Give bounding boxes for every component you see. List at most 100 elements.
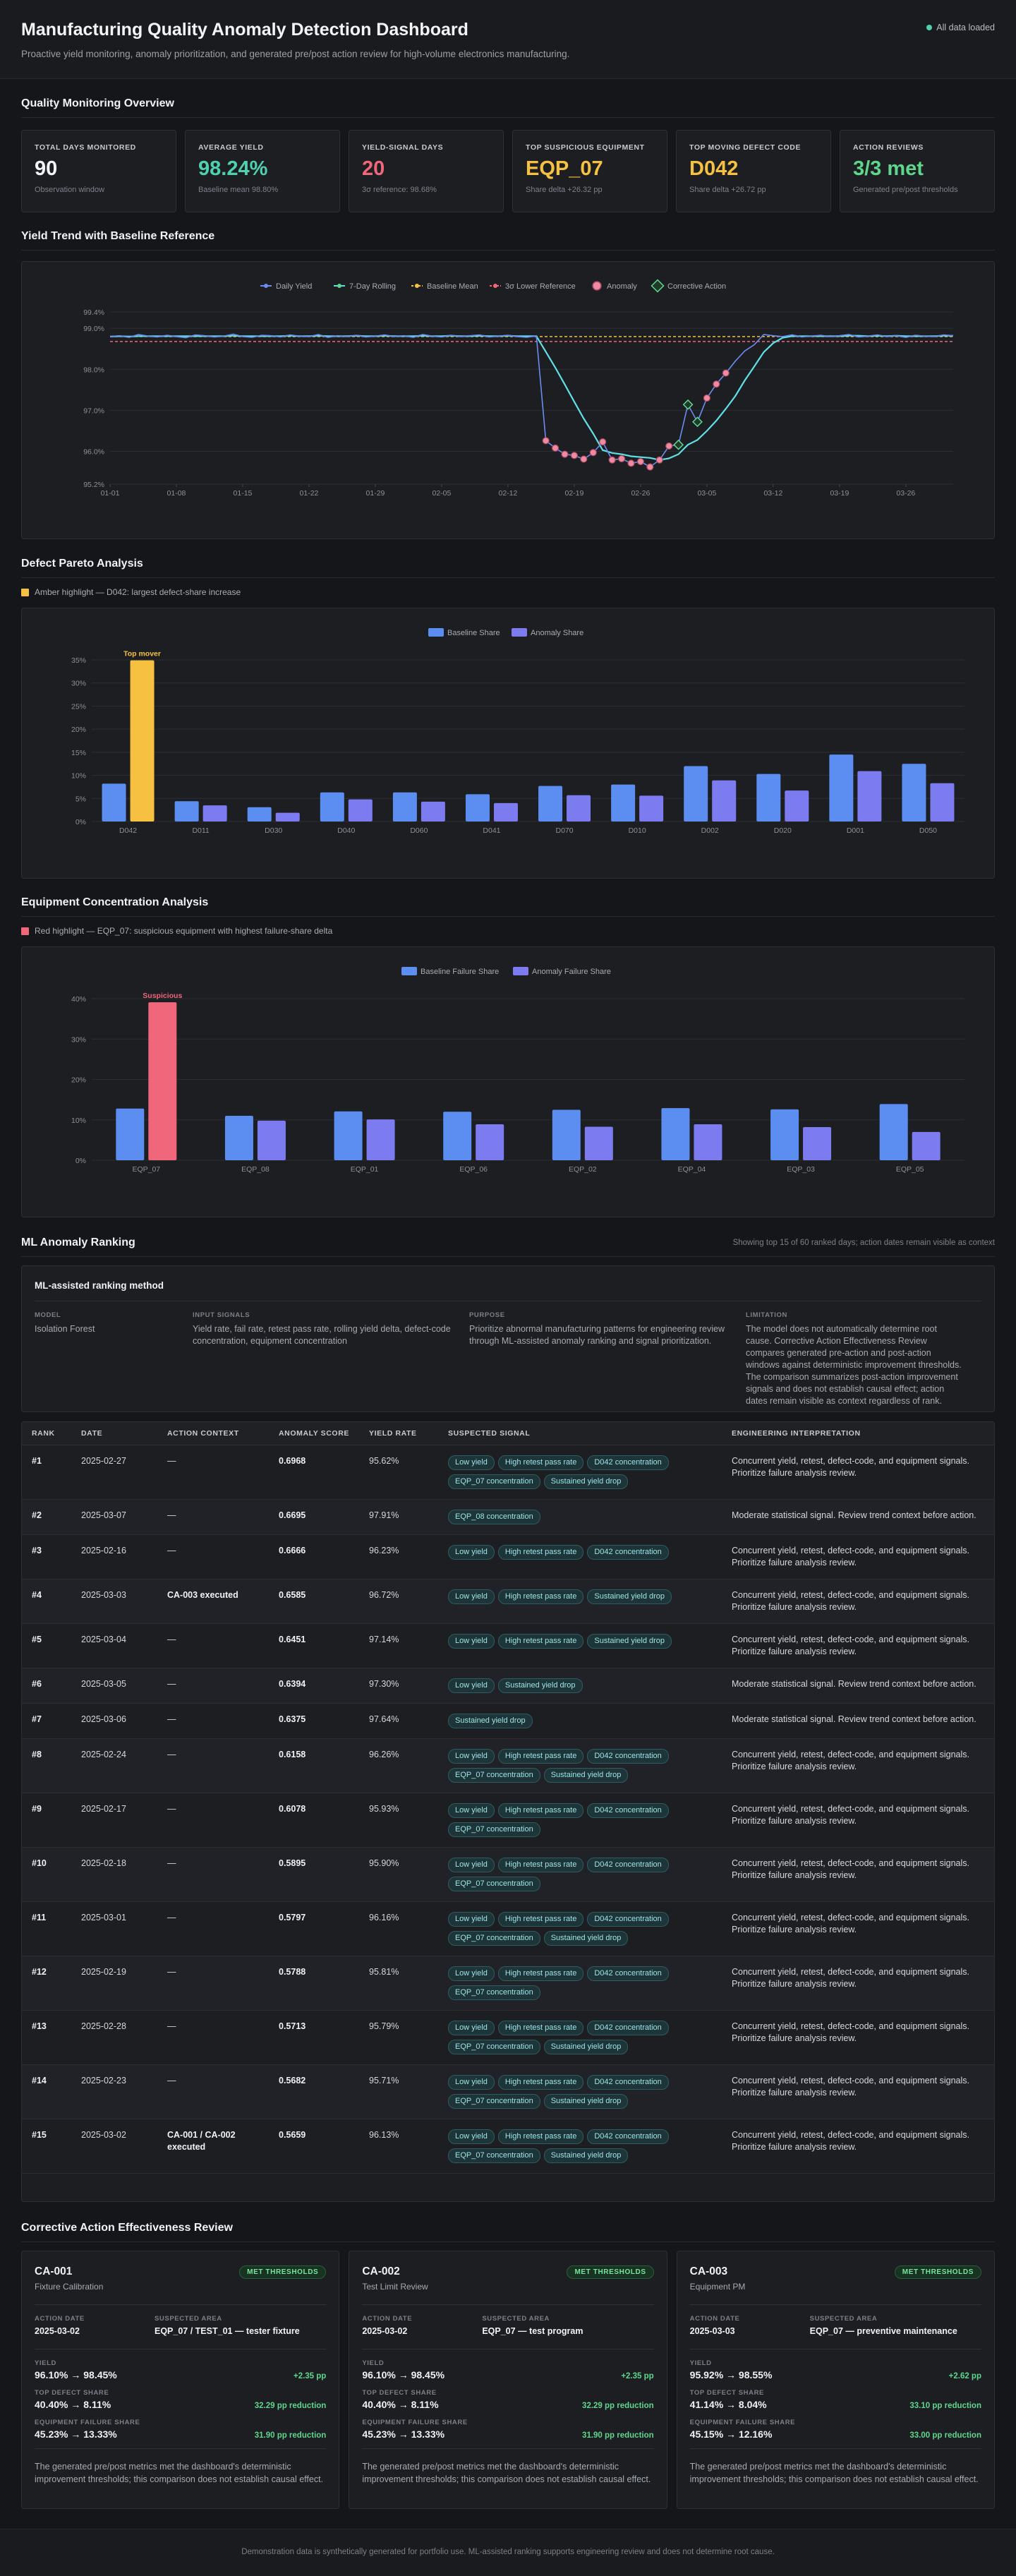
table-row[interactable]: #2 2025-03-07 — 0.6695 97.91% EQP_08 concentr… (22, 1499, 994, 1535)
anomaly-point (542, 437, 550, 445)
rank-cell: #1 (22, 1445, 71, 1500)
interpretation-cell: Concurrent yield, retest, defect-code, a… (722, 1445, 994, 1500)
action-context-text: — (167, 1966, 176, 1977)
interpretation-cell: Moderate statistical signal. Review tren… (722, 1668, 994, 1704)
anomaly-point (665, 442, 673, 450)
kpi-card: Action Reviews 3/3 met Generated pre/post … (840, 130, 995, 212)
signal-chip: Sustained yield drop (587, 1589, 672, 1604)
method-grid: Model Isolation Forest Input Signals Yield … (35, 1311, 981, 1407)
table-row[interactable]: #5 2025-03-04—0.6451 97.14% Low yield High r… (22, 1623, 994, 1668)
action-context-cell: — (157, 1738, 269, 1793)
anomaly-point (599, 438, 607, 446)
suspected-area-block: Suspected Area EQP_07 / TEST_01 — tester … (155, 2315, 326, 2336)
method-col-value: The model does not automatically determi… (746, 1324, 962, 1406)
interpretation-cell: Moderate statistical signal. Review tren… (722, 1499, 994, 1535)
pareto-highlight-note: Amber highlight — D042: largest defect-s… (21, 587, 241, 597)
suspected-signal-cell: Low yield High retest pass rate D042 conce… (438, 1738, 722, 1793)
kpi-note: Observation window (35, 186, 105, 194)
equipment-bar (334, 1111, 363, 1160)
anomaly-score-cell: 0.6968 (269, 1445, 359, 1500)
action-context-cell: — (157, 1847, 269, 1902)
action-conclusion: The generated pre/post metrics met the d… (35, 2462, 324, 2484)
anomaly-point (580, 455, 588, 463)
rank-cell: #15 (22, 2119, 71, 2174)
y-tick-label: 30% (71, 680, 86, 688)
metric-label: Equipment Failure Share (689, 2419, 796, 2426)
action-context-text: — (167, 1634, 176, 1644)
pareto-bar (712, 780, 737, 821)
suspected-signal-cell: Low yield High retest pass rate Sustained … (438, 1579, 722, 1624)
kpi-label: Action Reviews (853, 143, 924, 152)
yield-legend-label: 7-Day Rolling (349, 282, 396, 291)
y-tick-label: 98.0% (83, 366, 104, 374)
action-context-cell: CA-003 executed (157, 1579, 269, 1624)
x-tick-label: D002 (701, 826, 719, 835)
table-row[interactable]: #12 2025-02-19—0.5788 95.81% Low yield High … (22, 1956, 994, 2011)
table-row[interactable]: #1 2025-02-27—0.6968 95.62% Low yield High r… (22, 1445, 994, 1500)
table-row[interactable]: #9 2025-02-17—0.6078 95.93% Low yield High r… (22, 1793, 994, 1848)
y-tick-label: 0% (75, 818, 86, 826)
pareto-bar (829, 754, 854, 821)
date-cell: 2025-03-03 (71, 1579, 157, 1624)
table-row[interactable]: #14 2025-02-23—0.5682 95.71% Low yield High … (22, 2064, 994, 2119)
metric-delta: 33.00 pp reduction (909, 2431, 981, 2440)
metric-block: Yield 95.92% → 98.55% +2.62 pp (690, 2359, 981, 2381)
anomaly-point (703, 394, 710, 402)
suspected-signal-cell: Low yield High retest pass rate D042 conce… (438, 1793, 722, 1848)
corrective-action-card: CA-003 Equipment PM MET THRESHOLDS Action D… (676, 2251, 995, 2509)
pareto-bar (202, 805, 227, 821)
metric-label: Yield (689, 2359, 712, 2367)
metric-value: 95.92% → 98.55% (689, 2369, 773, 2381)
rank-cell: #4 (22, 1579, 71, 1624)
table-row[interactable]: #4 2025-03-03 CA-003 executed 0.6585 96.72% L… (22, 1579, 994, 1624)
x-tick-label: 03-19 (830, 489, 849, 498)
table-row[interactable]: #3 2025-02-16—0.6666 96.23% Low yield High r… (22, 1534, 994, 1579)
signal-chip: High retest pass rate (497, 1589, 584, 1604)
rank-cell: #10 (22, 1847, 71, 1902)
metric-block: Equipment Failure Share 45.23% → 13.33% 31… (362, 2419, 653, 2440)
kpi-label: Total Days Monitored (35, 143, 136, 152)
suspected-signal-cell: Low yield High retest pass rate D042 conce… (438, 1847, 722, 1902)
table-row[interactable]: #7 2025-03-06 — 0.6375 97.64% Sustained yield… (22, 1703, 994, 1739)
ranking-table: Rank Date Action Context Anomaly Score Yield… (22, 1422, 994, 2174)
dashboard-header: Manufacturing Quality Anomaly Detection … (0, 0, 1016, 79)
method-col: Input Signals Yield rate, fail rate, rete… (193, 1311, 469, 1407)
rank-cell: #13 (22, 2010, 71, 2065)
signal-chip: Low yield (448, 1966, 495, 1981)
table-row[interactable]: #11 2025-03-01—0.5797 96.16% Low yield High … (22, 1901, 994, 1956)
action-context-cell: — (157, 1499, 269, 1535)
yield-rate-cell: 95.71% (359, 2064, 438, 2119)
corrective-action-card: CA-001 Fixture Calibration MET THRESHOLDS A… (21, 2251, 340, 2509)
pareto-top-label: Top mover (123, 650, 161, 658)
action-id: CA-001 (35, 2265, 73, 2277)
y-tick-label: 95.2% (83, 481, 104, 489)
metric-value: 40.40% → 8.11% (362, 2399, 439, 2410)
metric-value: 45.23% → 13.33% (362, 2428, 445, 2440)
table-row[interactable]: #6 2025-03-05—0.6394 97.30% Low yield Sustai… (22, 1668, 994, 1704)
x-tick-label: 01-15 (234, 489, 253, 498)
table-row[interactable]: #10 2025-02-18—0.5895 95.90% Low yield High … (22, 1847, 994, 1902)
suspected-signal-cell: Sustained yield drop (438, 1703, 722, 1739)
method-panel: ML-assisted ranking method Model Isolatio… (21, 1265, 995, 1412)
table-row[interactable]: #13 2025-02-28—0.5713 95.79% Low yield High … (22, 2010, 994, 2065)
interpretation-cell: Concurrent yield, retest, defect-code, a… (722, 1956, 994, 2011)
kpi-value: D042 (689, 157, 739, 180)
equipment-chart-panel: Baseline Failure Share Anomaly Failure Sh… (21, 946, 995, 1217)
pareto-bar (538, 786, 563, 821)
table-row[interactable]: #8 2025-02-24—0.6158 96.26% Low yield High r… (22, 1738, 994, 1793)
x-tick-label: EQP_05 (896, 1165, 924, 1174)
signal-chip: Low yield (448, 1802, 495, 1818)
date-cell: 2025-03-01 (71, 1901, 157, 1956)
meta-label: Action Date (362, 2315, 413, 2323)
action-context-cell: — (157, 1901, 269, 1956)
metric-value: 45.23% → 13.33% (35, 2428, 117, 2440)
action-type: Equipment PM (689, 2282, 746, 2292)
x-tick-label: D050 (919, 826, 937, 835)
anomaly-point (627, 459, 635, 467)
table-row[interactable]: #15 2025-03-02 CA-001 / CA-002 executed 0.5… (22, 2119, 994, 2174)
pareto-bar (567, 795, 591, 821)
kpi-note: Share delta +26.32 pp (526, 186, 603, 194)
kpi-card: Average Yield 98.24% Baseline mean 98.80% (185, 130, 340, 212)
status-dot-icon (926, 25, 933, 30)
corrective-action-marker (692, 416, 703, 428)
